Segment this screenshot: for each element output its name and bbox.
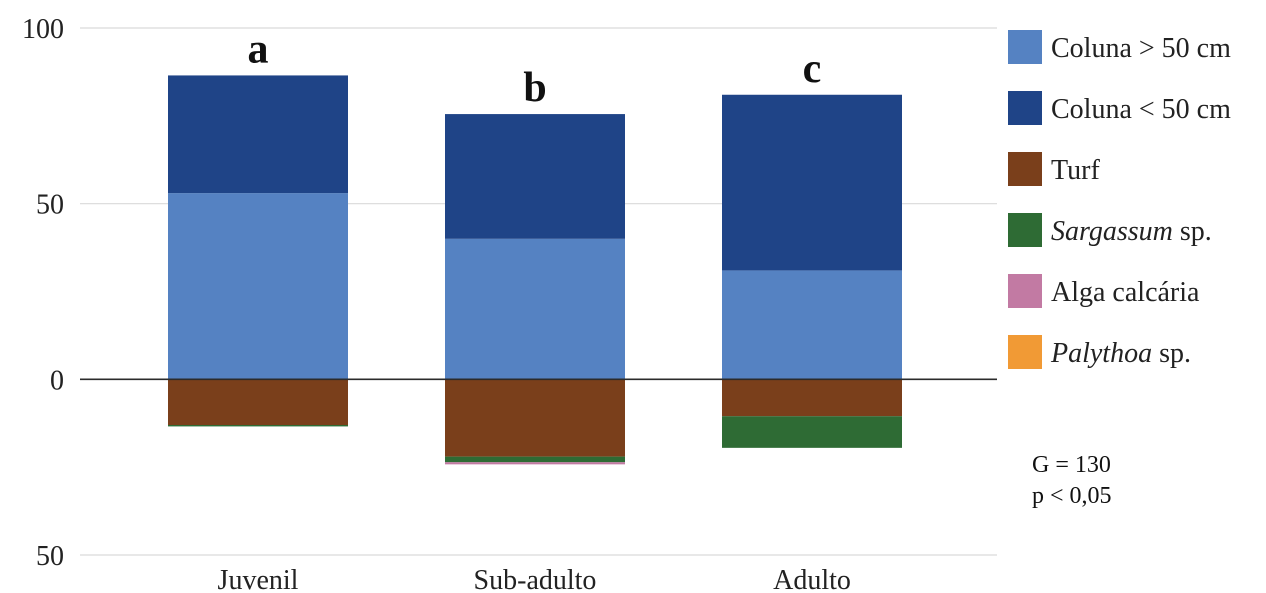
bar-juvenil-series-3: [168, 425, 348, 427]
bar-sub-adulto-series-3: [445, 456, 625, 463]
g-statistic: G = 130: [1032, 452, 1111, 478]
x-category-label-1: Sub-adulto: [474, 565, 597, 593]
legend-swatch-4: [1008, 274, 1042, 308]
significance-letter-1: b: [523, 65, 546, 111]
legend-swatch-3: [1008, 213, 1042, 247]
legend-label-0: Coluna > 50 cm: [1051, 33, 1231, 64]
legend: Coluna > 50 cm Coluna < 50 cm Turf Sargassu…: [1008, 30, 1231, 369]
bar-juvenil-series-2: [168, 379, 348, 426]
legend-label-3: Sargassum sp.: [1051, 216, 1212, 247]
bar-sub-adulto-series-4: [445, 462, 625, 465]
bar-adulto-series-1: [722, 94, 902, 271]
bar-sub-adulto-series-2: [445, 379, 625, 457]
legend-swatch-0: [1008, 30, 1042, 64]
legend-label-1: Coluna < 50 cm: [1051, 94, 1231, 125]
bar-juvenil-series-1: [168, 75, 348, 194]
bar-adulto-series-0: [722, 270, 902, 380]
bar-adulto-series-2: [722, 379, 902, 417]
bar-sub-adulto-series-1: [445, 114, 625, 239]
bars: [168, 75, 902, 465]
legend-swatch-5: [1008, 335, 1042, 369]
x-category-label-0: Juvenil: [218, 565, 299, 593]
bar-juvenil-series-0: [168, 193, 348, 380]
significance-letter-2: c: [803, 46, 822, 92]
y-tick-label-0: 100: [22, 14, 64, 45]
legend-label-2: Turf: [1051, 155, 1100, 186]
legend-label-5: Palythoa sp.: [1050, 338, 1191, 369]
y-axis-tick-labels: 100 50 0 50: [22, 14, 64, 572]
bar-sub-adulto-series-0: [445, 238, 625, 380]
significance-letter-0: a: [248, 26, 269, 72]
x-category-label-2: Adulto: [773, 565, 851, 593]
significance-letters: a b c: [248, 26, 822, 111]
bar-adulto-series-3: [722, 416, 902, 448]
legend-swatch-2: [1008, 152, 1042, 186]
statistics-annotation: G = 130 p < 0,05: [1032, 450, 1112, 512]
p-value: p < 0,05: [1032, 483, 1112, 509]
y-tick-label-3: 50: [36, 541, 64, 572]
y-tick-label-1: 50: [36, 190, 64, 221]
legend-label-4: Alga calcária: [1051, 277, 1200, 308]
legend-swatch-1: [1008, 91, 1042, 125]
x-axis-category-labels: Juvenil Sub-adulto Adulto: [218, 565, 851, 593]
y-tick-label-2: 0: [50, 365, 64, 396]
